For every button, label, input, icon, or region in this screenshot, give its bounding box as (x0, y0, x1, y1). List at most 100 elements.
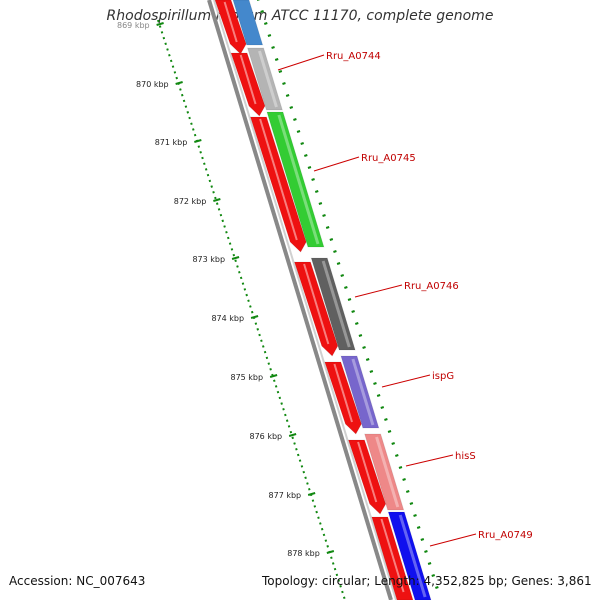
minor-tick (405, 490, 410, 493)
gene-highlight (259, 118, 298, 241)
minor-tick (271, 46, 275, 49)
minor-tick (362, 346, 366, 349)
minor-tick (274, 58, 279, 61)
minor-tick (336, 262, 341, 265)
gene-ispg (340, 355, 380, 429)
gene-highlight (351, 358, 375, 426)
minor-tick (333, 250, 337, 253)
minor-tick (344, 286, 348, 289)
minor-tick (314, 190, 319, 193)
minor-tick (260, 10, 264, 13)
minor-tick (351, 310, 355, 313)
minor-tick (296, 130, 301, 133)
gene-partial-top (232, 0, 264, 46)
minor-tick (300, 142, 304, 145)
tick-label: 872 kbp (174, 197, 207, 206)
genome-summary-text: Topology: circular; Length: 4,352,825 bp… (262, 574, 592, 588)
reverse-strand-genes (232, 0, 432, 600)
minor-tick (384, 418, 388, 421)
gene-highlight (239, 54, 257, 105)
gene-labels: Rru_A0744 Rru_A0745 Rru_A0746 ispG hisS Rru_A… (277, 51, 533, 547)
minor-tick (278, 70, 283, 73)
tick-label: 871 kbp (155, 138, 188, 147)
minor-tick (340, 274, 345, 277)
minor-tick (354, 322, 359, 325)
tick-label: 869 kbp (117, 21, 150, 30)
gene-highlight (258, 50, 278, 108)
major-tick (269, 374, 278, 378)
accession-text: Accession: NC_007643 (9, 574, 146, 588)
gene-hiss (363, 433, 405, 511)
major-tick (175, 81, 183, 85)
backbone (207, 0, 397, 600)
forward-gene-arrow (324, 361, 362, 435)
gene-label-rru_a0749: Rru_A0749 (478, 530, 533, 541)
minor-tick (293, 118, 297, 121)
major-tick (156, 22, 164, 26)
forward-gene-arrow (214, 0, 247, 55)
map-title: Rhodospirillum rubrum ATCC 11170, comple… (106, 8, 494, 24)
gene-label-rru_a0746: Rru_A0746 (404, 281, 459, 292)
gene-highlight (357, 441, 378, 503)
minor-tick (427, 562, 432, 565)
minor-tick (376, 394, 381, 397)
tick-label: 875 kbp (230, 373, 263, 382)
gene-rru_a0746 (310, 257, 356, 351)
minor-ticks (257, 0, 439, 589)
forward-strand-genes (214, 0, 414, 600)
gene-highlight (321, 260, 351, 348)
minor-tick (289, 106, 294, 109)
gene-label-hiss: hisS (455, 451, 476, 462)
gene-highlight (303, 263, 330, 345)
minor-tick (420, 538, 425, 541)
forward-gene-arrow (249, 116, 307, 253)
tick-label: 878 kbp (287, 549, 320, 558)
leader-line (381, 374, 431, 388)
gene-highlight (277, 114, 320, 245)
kbp-ruler: 869 kbp 870 kbp 871 kbp 872 kbp 873 kbp 874 k… (117, 19, 346, 600)
minor-tick (307, 166, 312, 169)
minor-tick (424, 550, 428, 553)
leader-line (313, 156, 360, 172)
minor-tick (285, 94, 290, 97)
minor-tick (373, 382, 377, 385)
tick-label: 870 kbp (136, 80, 169, 89)
minor-tick (311, 178, 315, 181)
gene-highlight (333, 363, 353, 423)
minor-tick (391, 442, 395, 445)
minor-tick (413, 514, 417, 517)
minor-tick (409, 502, 414, 505)
forward-gene-arrow (347, 439, 387, 515)
backbone-line (207, 0, 393, 600)
gene-highlight (375, 436, 400, 508)
major-tick (194, 139, 202, 143)
tick-label: 873 kbp (192, 255, 225, 264)
minor-tick (267, 34, 272, 37)
gene-rru_a0744 (246, 47, 284, 111)
gene-highlight (380, 518, 405, 593)
minor-tick (304, 154, 308, 157)
major-tick (326, 550, 335, 554)
leader-line (429, 533, 477, 547)
minor-tick (402, 478, 406, 481)
minor-tick (416, 526, 421, 529)
tick-label: 874 kbp (211, 314, 244, 323)
minor-tick (282, 82, 286, 85)
minor-tick (322, 214, 326, 217)
gene-highlight (223, 1, 238, 43)
gene-highlight (398, 514, 427, 598)
tick-label: 876 kbp (250, 432, 283, 441)
minor-tick (369, 370, 374, 373)
leader-line (277, 54, 325, 71)
backbone-highlight (213, 0, 397, 600)
major-tick (231, 256, 240, 260)
minor-tick (395, 454, 399, 457)
major-tick (250, 315, 259, 319)
minor-tick (387, 430, 392, 433)
minor-tick (329, 238, 334, 241)
forward-gene-arrow (230, 52, 266, 117)
gene-label-rru_a0745: Rru_A0745 (361, 153, 416, 164)
minor-tick (318, 202, 323, 205)
minor-tick (358, 334, 363, 337)
